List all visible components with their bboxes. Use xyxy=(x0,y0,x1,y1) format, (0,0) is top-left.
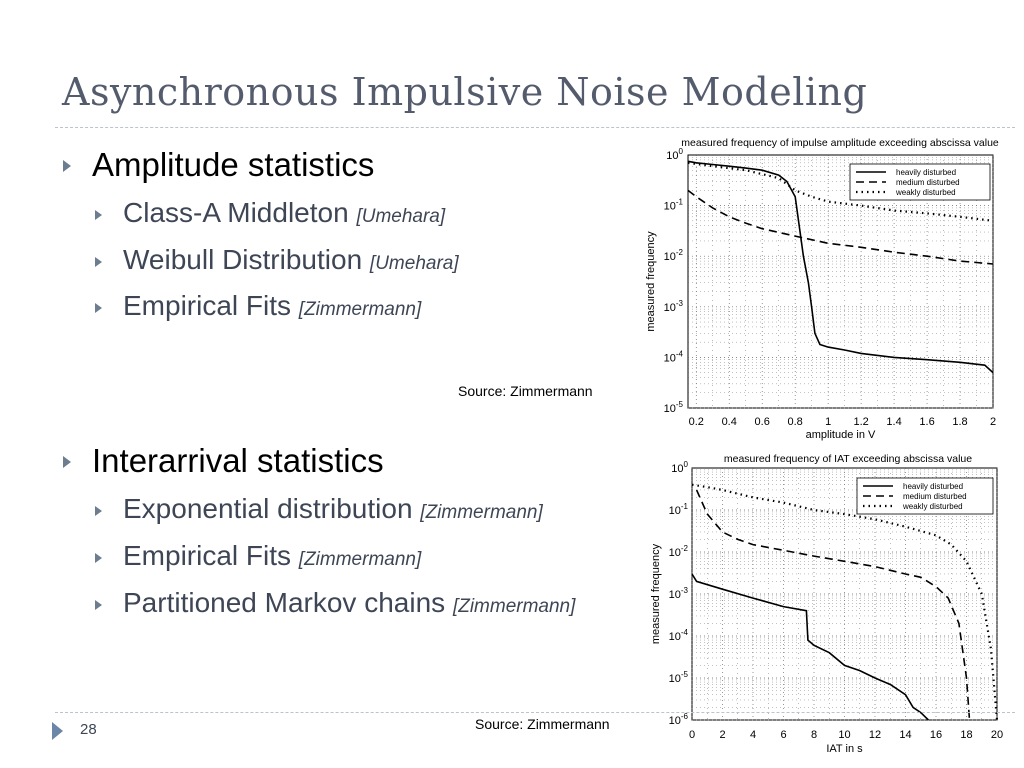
section-heading-interarrival: Interarrival statistics xyxy=(92,442,384,479)
series-line xyxy=(691,483,999,721)
chart-amplitude: 0.2 0.4 0.6 0.8 1 1.2 1.4 1.6 1.8 2 100 10-1 10-2 10-… xyxy=(645,137,999,441)
footer-arrow-icon xyxy=(52,722,63,740)
x-tick-label: 12 xyxy=(869,729,881,741)
bullet-arrow-icon xyxy=(63,160,71,172)
y-tick-label: 10-3 xyxy=(664,299,684,314)
series-line xyxy=(687,161,994,222)
y-tick-label: 10-2 xyxy=(669,544,689,559)
x-tick-label: 1.8 xyxy=(952,416,967,428)
y-tick-label: 10-3 xyxy=(669,586,689,601)
series-line xyxy=(687,189,994,265)
x-tick-label: 1.6 xyxy=(919,416,934,428)
section-heading-amplitude: Amplitude statistics xyxy=(92,146,375,183)
bullet-arrow-icon xyxy=(63,456,71,468)
x-tick-label: 18 xyxy=(960,729,972,741)
slide-title: Asynchronous Impulsive Noise Modeling xyxy=(62,70,868,114)
list-item: Empirical Fits [Zimmermann] xyxy=(123,290,422,321)
legend-label: weakly disturbed xyxy=(895,188,956,197)
list-item: Exponential distribution [Zimmermann] xyxy=(123,493,543,524)
y-tick-label: 10-5 xyxy=(664,400,684,415)
chart-title: measured frequency of impulse amplitude … xyxy=(681,137,999,149)
x-tick-label: 14 xyxy=(899,729,911,741)
legend-label: heavily disturbed xyxy=(896,168,956,177)
y-tick-label: 10-5 xyxy=(669,670,689,685)
legend-label: medium disturbed xyxy=(903,492,967,501)
list-item: Class-A Middleton [Umehara] xyxy=(123,197,446,228)
x-tick-label: 1.2 xyxy=(853,416,868,428)
x-tick-label: 20 xyxy=(991,729,1003,741)
legend-label: heavily disturbed xyxy=(903,482,963,491)
legend-label: weakly disturbed xyxy=(902,502,963,511)
page-number: 28 xyxy=(80,721,97,738)
series-line xyxy=(687,160,994,374)
title-divider xyxy=(55,127,1015,128)
x-axis-label: amplitude in V xyxy=(806,429,876,441)
x-tick-label: 16 xyxy=(930,729,942,741)
x-tick-label: 0 xyxy=(689,729,695,741)
bullet-arrow-icon xyxy=(95,553,102,563)
legend-box xyxy=(849,163,991,201)
y-tick-label: 100 xyxy=(666,147,683,162)
x-tick-label: 0.4 xyxy=(722,416,737,428)
bullet-arrow-icon xyxy=(95,600,102,610)
y-tick-label: 10-4 xyxy=(669,628,689,643)
x-tick-label: 10 xyxy=(838,729,850,741)
y-tick-label: 10-1 xyxy=(669,502,689,517)
x-tick-label: 8 xyxy=(811,729,817,741)
source-label: Source: Zimmermann xyxy=(458,383,593,399)
series-line xyxy=(691,573,929,721)
x-tick-label: 0.8 xyxy=(788,416,803,428)
bullet-arrow-icon xyxy=(95,506,102,516)
list-item: Empirical Fits [Zimmermann] xyxy=(123,540,422,571)
chart-iat: 0 2 4 6 8 10 12 14 16 18 20 100 10-1 10-2 10-3 10-4 10-5… xyxy=(650,453,1003,755)
y-tick-label: 10-6 xyxy=(669,712,689,727)
x-tick-label: 1 xyxy=(825,416,831,428)
series-line xyxy=(695,489,971,721)
bullet-arrow-icon xyxy=(95,210,102,220)
source-label: Source: Zimmermann xyxy=(475,716,610,732)
chart-title: measured frequency of IAT exceeding absc… xyxy=(724,453,972,465)
x-tick-label: 6 xyxy=(780,729,786,741)
y-tick-label: 10-2 xyxy=(664,248,684,263)
legend-label: medium disturbed xyxy=(896,178,960,187)
y-axis-label: measured frequency xyxy=(645,231,657,332)
plot-frame xyxy=(687,154,994,409)
plot-frame xyxy=(691,467,998,721)
x-tick-label: 1.4 xyxy=(886,416,901,428)
y-tick-label: 100 xyxy=(671,460,688,475)
bullet-arrow-icon xyxy=(95,257,102,267)
bullet-arrow-icon xyxy=(95,303,102,313)
list-item: Partitioned Markov chains [Zimmermann] xyxy=(123,587,576,618)
list-item: Weibull Distribution [Umehara] xyxy=(123,244,459,275)
x-tick-label: 2 xyxy=(719,729,725,741)
x-tick-label: 0.2 xyxy=(689,416,704,428)
x-axis-label: IAT in s xyxy=(826,743,863,755)
y-axis-label: measured frequency xyxy=(650,543,662,644)
y-tick-label: 10-1 xyxy=(664,198,684,213)
x-tick-label: 0.6 xyxy=(755,416,770,428)
x-tick-label: 2 xyxy=(990,416,996,428)
y-tick-label: 10-4 xyxy=(664,349,684,364)
x-tick-label: 4 xyxy=(750,729,756,741)
legend-box xyxy=(856,477,994,515)
footer-divider xyxy=(55,712,1015,713)
